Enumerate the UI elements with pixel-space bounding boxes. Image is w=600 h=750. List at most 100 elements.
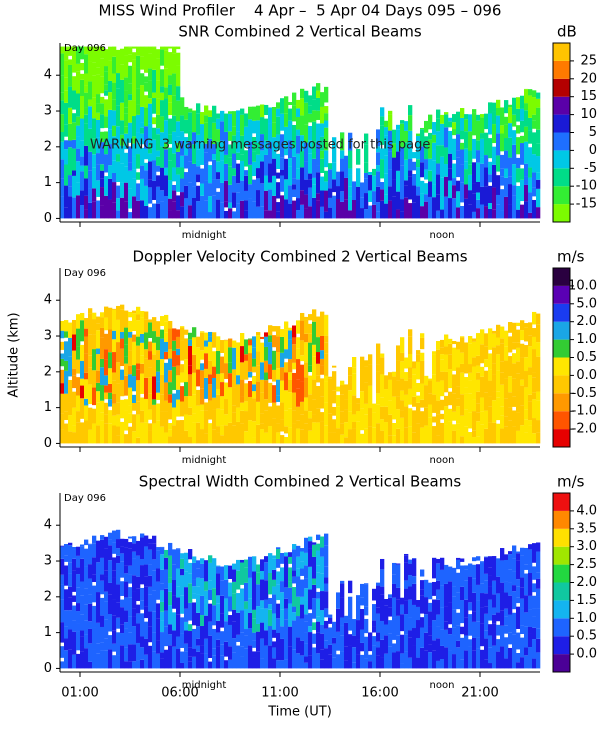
heatmap-cell: [104, 333, 109, 350]
heatmap-cell: [116, 602, 121, 618]
heatmap-cell: [360, 609, 365, 630]
heatmap-cell: [168, 147, 173, 161]
heatmap-cell: [156, 128, 161, 135]
heatmap-cell: [116, 529, 121, 540]
heatmap-cell: [440, 145, 445, 157]
heatmap-cell: [488, 647, 493, 664]
heatmap-cell: [520, 179, 525, 202]
heatmap-cell: [212, 179, 217, 196]
heatmap-cell: [304, 632, 309, 644]
heatmap-cell: [216, 426, 221, 433]
heatmap-cell: [264, 580, 269, 600]
heatmap-cell: [152, 570, 157, 591]
heatmap-cell: [68, 50, 73, 56]
heatmap-cell: [316, 408, 321, 423]
heatmap-cell: [436, 400, 441, 415]
heatmap-cell: [128, 350, 133, 366]
heatmap-cell: [92, 423, 97, 444]
heatmap-cell: [164, 167, 169, 176]
heatmap-cell: [224, 339, 229, 341]
heatmap-cell: [440, 399, 445, 411]
heatmap-cell: [368, 632, 373, 652]
heatmap-cell: [428, 158, 433, 171]
heatmap-cell: [452, 340, 457, 345]
heatmap-cell: [500, 591, 505, 611]
heatmap-cell: [72, 76, 77, 91]
heatmap-cell: [292, 189, 297, 198]
warning: WARNING 3 warning messages posted for th…: [90, 138, 430, 153]
heatmap-cell: [244, 190, 249, 201]
heatmap-cell: [64, 555, 69, 562]
heatmap-cell: [140, 659, 145, 669]
heatmap-cell: [160, 46, 165, 50]
heatmap-cell: [528, 117, 533, 131]
heatmap-cell: [144, 377, 149, 399]
heatmap-cell: [504, 658, 509, 669]
heatmap-cell: [84, 620, 89, 635]
heatmap-cell: [408, 563, 413, 576]
heatmap-cell: [500, 154, 505, 169]
heatmap-cell: [232, 168, 237, 176]
colorbar-tick-label: 1.0: [576, 332, 597, 347]
heatmap-cell: [412, 185, 417, 203]
heatmap-cell: [128, 616, 133, 633]
heatmap-cell: [96, 643, 101, 654]
heatmap-cell: [376, 393, 381, 405]
heatmap-cell: [192, 656, 197, 669]
heatmap-cell: [208, 336, 213, 342]
heatmap-cell: [420, 162, 425, 178]
heatmap-cell: [528, 130, 533, 144]
heatmap-cell: [400, 410, 405, 418]
heatmap-cell: [456, 572, 461, 593]
heatmap-cell: [380, 397, 385, 407]
heatmap-cell: [192, 144, 197, 164]
heatmap-cell: [508, 595, 513, 615]
heatmap-cell: [376, 211, 381, 219]
colorbar-swatch: [553, 60, 570, 79]
colorbar-swatch: [553, 303, 570, 322]
heatmap-cell: [208, 555, 213, 563]
heatmap-cell: [524, 432, 529, 444]
heatmap-cell: [512, 114, 517, 127]
heatmap-cell: [216, 118, 221, 130]
heatmap-cell: [272, 594, 277, 614]
heatmap-cell: [480, 133, 485, 139]
heatmap-cell: [404, 159, 409, 181]
heatmap-cell: [480, 329, 485, 345]
heatmap-cell: [512, 342, 517, 350]
heatmap-cell: [180, 140, 185, 156]
heatmap-cell: [272, 369, 277, 382]
heatmap-cell: [380, 657, 385, 669]
heatmap-cell: [472, 379, 477, 400]
heatmap-cell: [396, 564, 401, 588]
heatmap-cell: [348, 367, 353, 376]
heatmap-cell: [488, 138, 493, 159]
heatmap-cell: [300, 640, 305, 656]
heatmap-cell: [364, 414, 369, 429]
heatmap-cell: [404, 555, 409, 563]
heatmap-cell: [452, 114, 457, 123]
heatmap-cell: [492, 330, 497, 334]
heatmap-cell: [76, 161, 81, 183]
heatmap-cell: [472, 650, 477, 669]
heatmap-cell: [200, 429, 205, 444]
heatmap-cell: [316, 200, 321, 219]
heatmap-cell: [296, 576, 301, 597]
heatmap-cell: [60, 75, 65, 93]
heatmap-cell: [304, 552, 309, 566]
heatmap-cell: [324, 620, 329, 629]
heatmap-cell: [376, 582, 381, 586]
heatmap-cell: [220, 571, 225, 581]
heatmap-cell: [76, 359, 81, 374]
heatmap-cell: [388, 620, 393, 634]
heatmap-cell: [292, 606, 297, 613]
heatmap-cell: [176, 210, 181, 219]
heatmap-cell: [488, 174, 493, 183]
heatmap-cell: [156, 80, 161, 99]
heatmap-cell: [184, 560, 189, 572]
heatmap-cell: [408, 637, 413, 658]
heatmap-cell: [292, 178, 297, 185]
heatmap-cell: [360, 356, 365, 370]
heatmap-cell: [252, 106, 257, 121]
heatmap-cell: [104, 306, 109, 318]
